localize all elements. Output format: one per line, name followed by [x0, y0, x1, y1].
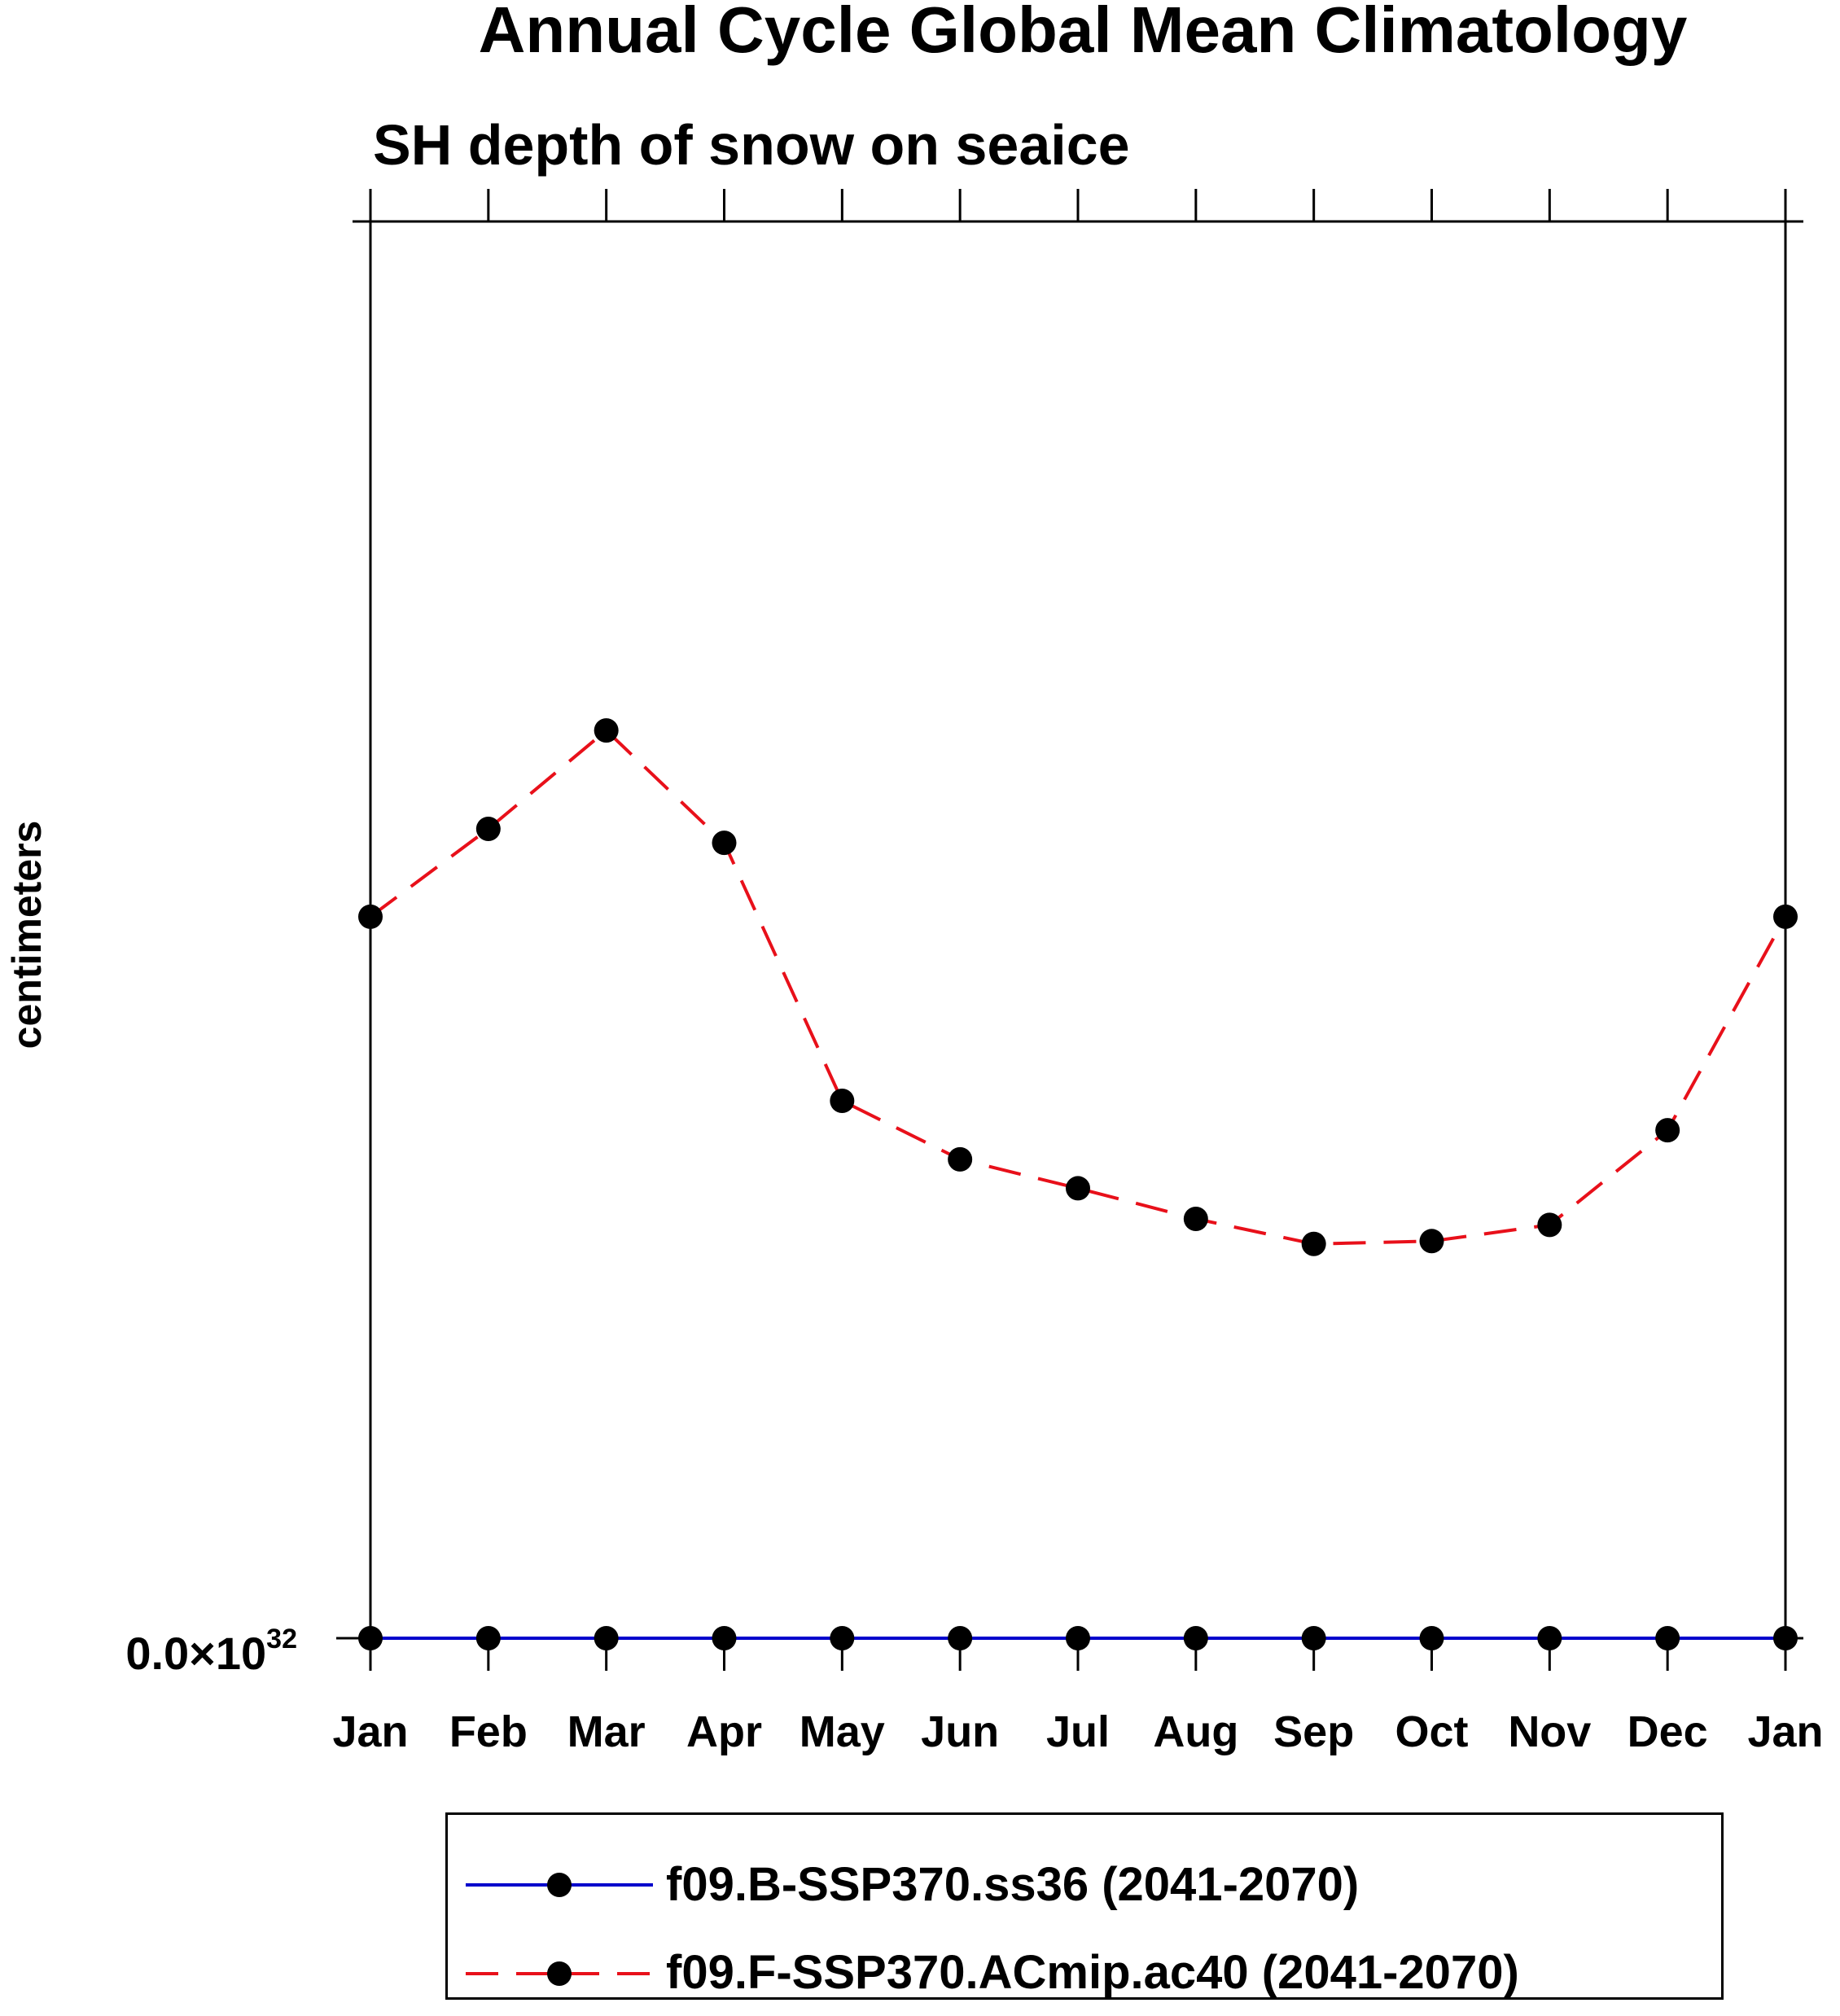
series-2-point-2 — [594, 718, 619, 743]
x-tick-label-7: Aug — [1153, 1707, 1238, 1756]
series-1-point-12 — [1773, 1626, 1798, 1650]
x-tick-label-1: Feb — [449, 1707, 528, 1756]
y-axis-ticks: 0.0×1032 — [125, 1624, 297, 1679]
legend: f09.B-SSP370.ss36 (2041-2070) f09.F-SSP3… — [445, 1812, 1724, 2000]
x-tick-label-5: Jun — [921, 1707, 999, 1756]
series-1-point-6 — [1066, 1626, 1090, 1650]
y-tick-exponent: 32 — [266, 1624, 297, 1654]
legend-swatch-series-2 — [466, 1961, 653, 1986]
series-1-point-9 — [1419, 1626, 1444, 1650]
x-tick-label-12: Jan — [1747, 1707, 1823, 1756]
series-1-point-5 — [948, 1626, 973, 1650]
x-tick-label-10: Nov — [1508, 1707, 1591, 1756]
legend-entry-series-2: f09.F-SSP370.ACmip.ac40 (2041-2070) — [448, 1943, 1721, 2016]
series-2-point-12 — [1773, 904, 1798, 929]
series-2-point-7 — [1183, 1206, 1208, 1231]
x-axis-tick-labels: Jan Feb Mar Apr May Jun Jul Aug Sep Oct Nov Dec Jan — [332, 1707, 1823, 1756]
y-tick-label-0: 0.0×1032 — [125, 1624, 297, 1679]
series-2-point-11 — [1655, 1118, 1680, 1143]
legend-label-series-1: f09.B-SSP370.ss36 (2041-2070) — [666, 1858, 1360, 1911]
series-1-point-4 — [830, 1626, 855, 1650]
x-tick-label-8: Sep — [1273, 1707, 1354, 1756]
x-tick-label-0: Jan — [332, 1707, 408, 1756]
series-1-point-7 — [1183, 1626, 1208, 1650]
x-tick-label-4: May — [800, 1707, 885, 1756]
x-tick-label-2: Mar — [567, 1707, 646, 1756]
series-layer — [358, 718, 1798, 1650]
y-tick-mantissa: 0.0×10 — [125, 1628, 266, 1679]
chart-title: Annual Cycle Global Mean Climatology — [479, 0, 1688, 66]
plot-frame — [336, 220, 1803, 1640]
series-1-point-0 — [358, 1626, 383, 1650]
series-2-point-6 — [1066, 1176, 1090, 1201]
x-tick-label-11: Dec — [1628, 1707, 1708, 1756]
series-2-point-3 — [712, 831, 737, 856]
series-2-point-8 — [1301, 1231, 1326, 1256]
series-1-point-10 — [1537, 1626, 1562, 1650]
series-2-point-5 — [948, 1146, 973, 1172]
series-1-point-2 — [594, 1626, 619, 1650]
chart-subtitle: SH depth of snow on seaice — [373, 113, 1130, 177]
series-2-point-9 — [1419, 1229, 1444, 1254]
legend-label-series-2: f09.F-SSP370.ACmip.ac40 (2041-2070) — [666, 1946, 1519, 1999]
series-1-point-3 — [712, 1626, 737, 1650]
series-1-point-1 — [475, 1626, 501, 1650]
x-tick-label-3: Apr — [686, 1707, 762, 1756]
legend-entry-series-1: f09.B-SSP370.ss36 (2041-2070) — [448, 1847, 1721, 1921]
series-1-point-11 — [1655, 1626, 1680, 1650]
x-tick-label-9: Oct — [1395, 1707, 1468, 1756]
series-1-point-8 — [1301, 1626, 1326, 1650]
series-line-2 — [369, 728, 1787, 1246]
series-2-point-4 — [830, 1089, 855, 1114]
legend-swatch-series-1 — [466, 1873, 653, 1897]
y-axis-label: centimeters — [4, 821, 50, 1050]
series-2-point-10 — [1537, 1212, 1562, 1238]
x-axis-ticks — [369, 189, 1787, 1671]
series-2-point-0 — [358, 904, 383, 929]
series-2-point-1 — [475, 816, 501, 841]
x-tick-label-6: Jul — [1046, 1707, 1110, 1756]
